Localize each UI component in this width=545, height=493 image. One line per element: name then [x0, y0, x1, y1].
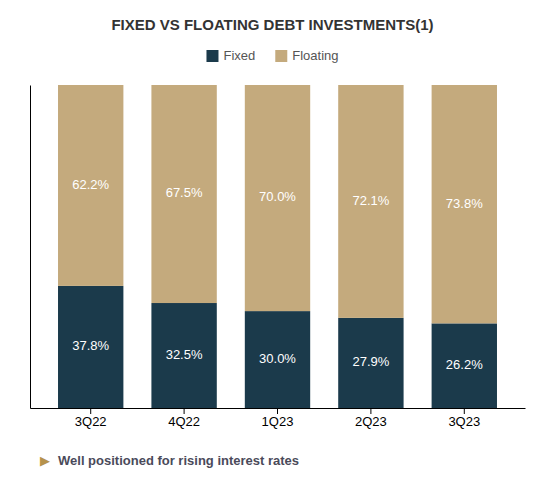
data-label: 37.8%	[72, 338, 109, 353]
y-axis	[30, 86, 31, 409]
legend-label: Fixed	[223, 48, 255, 63]
x-tick-mark	[184, 408, 185, 414]
legend-label: Floating	[292, 48, 338, 63]
data-label: 62.2%	[72, 177, 109, 192]
legend-swatch	[275, 50, 287, 62]
x-tick: 1Q23	[262, 408, 294, 429]
annotation: ▶	[40, 453, 50, 468]
data-label: 27.9%	[352, 354, 389, 369]
x-tick-mark	[370, 408, 371, 414]
annotations: ▶ Well positioned for rising interest rat…	[40, 453, 299, 468]
legend: Fixed Floating	[206, 48, 338, 63]
x-tick: 3Q22	[75, 408, 107, 429]
x-tick: 3Q23	[448, 408, 480, 429]
x-tick: 2Q23	[355, 408, 387, 429]
data-label: 26.2%	[446, 357, 483, 372]
x-tick-label: 3Q23	[448, 414, 480, 429]
bar	[338, 85, 403, 318]
x-axis: 3Q22 4Q22 1Q23 2Q23 3Q23	[31, 408, 526, 429]
annotation: Well positioned for rising interest rate…	[58, 453, 299, 468]
data-label: 70.0%	[259, 189, 296, 204]
bar	[245, 85, 310, 311]
data-label: 73.8%	[446, 196, 483, 211]
data-label: 67.5%	[166, 185, 203, 200]
data-label: 72.1%	[352, 193, 389, 208]
bar-series	[58, 85, 497, 323]
bar	[151, 303, 216, 408]
x-tick-label: 1Q23	[262, 414, 294, 429]
legend-item: Fixed	[206, 48, 255, 63]
x-tick-label: 3Q22	[75, 414, 107, 429]
x-tick-label: 2Q23	[355, 414, 387, 429]
y-axis-line	[30, 86, 31, 409]
data-label: 30.0%	[259, 351, 296, 366]
x-tick: 4Q22	[168, 408, 200, 429]
legend-swatch	[206, 50, 218, 62]
bar	[432, 323, 497, 408]
chart-svg: FIXED VS FLOATING DEBT INVESTMENTS(1) 37.…	[0, 0, 545, 493]
bar	[338, 318, 403, 408]
x-tick-mark	[464, 408, 465, 414]
x-tick-label: 4Q22	[168, 414, 200, 429]
x-tick-mark	[277, 408, 278, 414]
bar	[58, 85, 123, 286]
data-label: 32.5%	[166, 347, 203, 362]
data-labels: 37.8% 32.5% 30.0% 27.9% 26.2% 62.2% 67.5% 70.0%…	[72, 177, 483, 372]
x-tick-mark	[90, 408, 91, 414]
bar	[432, 85, 497, 323]
title: FIXED VS FLOATING DEBT INVESTMENTS(1)	[111, 16, 433, 33]
bar	[151, 85, 216, 303]
bar	[245, 311, 310, 408]
bars	[58, 85, 497, 408]
bar	[58, 286, 123, 408]
legend-item: Floating	[275, 48, 338, 63]
